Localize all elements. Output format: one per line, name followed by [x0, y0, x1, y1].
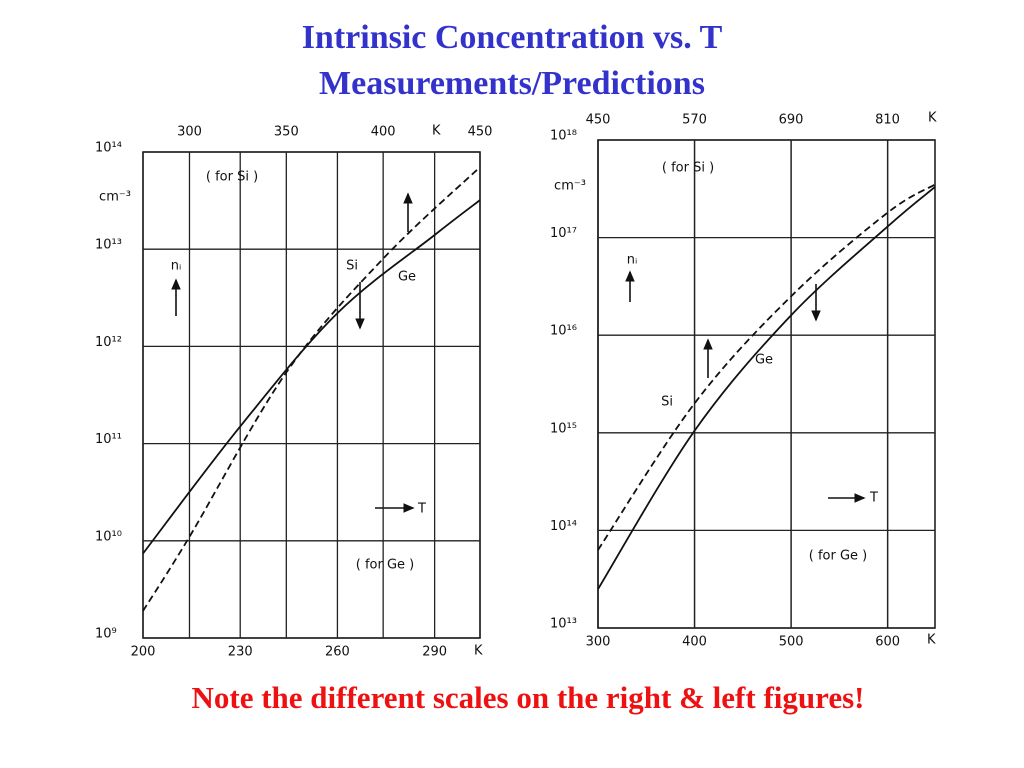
annotation: ( for Ge ) [809, 549, 868, 564]
x-tick-label: 260 [325, 645, 350, 660]
x-tick-label: 200 [131, 645, 156, 660]
x2-unit: K [432, 124, 441, 139]
series-label: Ge [755, 353, 773, 368]
x2-tick-label: 570 [682, 113, 707, 128]
arrows [171, 192, 866, 513]
annotation: nᵢ [171, 259, 182, 274]
annotation: T [417, 502, 426, 517]
annotation: nᵢ [627, 253, 638, 268]
y-tick-label: 10¹³ [550, 617, 577, 632]
x-tick-label: 400 [682, 635, 707, 650]
y-tick-label: 10¹⁷ [550, 226, 577, 241]
title-line: Intrinsic Concentration vs. T [302, 19, 723, 56]
y-tick-label: 10¹⁴ [95, 141, 122, 156]
y-tick-label: 10¹³ [95, 238, 122, 253]
annotation: ( for Ge ) [356, 558, 415, 573]
x2-unit: K [928, 111, 937, 126]
x2-tick-label: 400 [371, 125, 396, 140]
x2-tick-label: 350 [274, 125, 299, 140]
y-tick-label: 10¹⁰ [95, 529, 122, 544]
x-unit: K [474, 644, 483, 659]
title-line: Measurements/Predictions [319, 65, 705, 102]
x-tick-label: 600 [875, 635, 900, 650]
x-tick-label: 300 [586, 635, 611, 650]
series-line [142, 199, 481, 555]
annotation: ( for Si ) [206, 170, 258, 185]
footnote: Note the different scales on the right &… [192, 680, 865, 715]
x2-tick-label: 450 [468, 125, 493, 140]
y-tick-label: 10¹⁵ [550, 421, 577, 436]
annotation: T [869, 491, 878, 506]
x-unit: K [927, 633, 936, 648]
x-tick-label: 230 [228, 645, 253, 660]
x2-tick-label: 450 [586, 113, 611, 128]
y-unit: cm⁻³ [99, 190, 131, 205]
series-label: Si [661, 395, 673, 410]
series-label: Si [346, 259, 358, 274]
plot-frame [597, 139, 936, 629]
y-tick-label: 10¹¹ [95, 432, 122, 447]
x2-tick-label: 810 [875, 113, 900, 128]
annotation: ( for Si ) [662, 161, 714, 176]
y-tick-label: 10¹⁴ [550, 519, 577, 534]
series-line [597, 186, 936, 590]
series-line [142, 166, 481, 612]
y-tick-label: 10¹⁶ [550, 324, 577, 339]
series-label: Ge [398, 270, 416, 285]
y-tick-label: 10⁹ [95, 627, 117, 642]
y-tick-label: 10¹⁸ [550, 129, 577, 144]
x2-tick-label: 300 [177, 125, 202, 140]
y-tick-label: 10¹² [95, 335, 122, 350]
x2-tick-label: 690 [779, 113, 804, 128]
x-tick-label: 290 [422, 645, 447, 660]
plot-frame [142, 151, 481, 639]
y-unit: cm⁻³ [554, 179, 586, 194]
x-tick-label: 500 [779, 635, 804, 650]
